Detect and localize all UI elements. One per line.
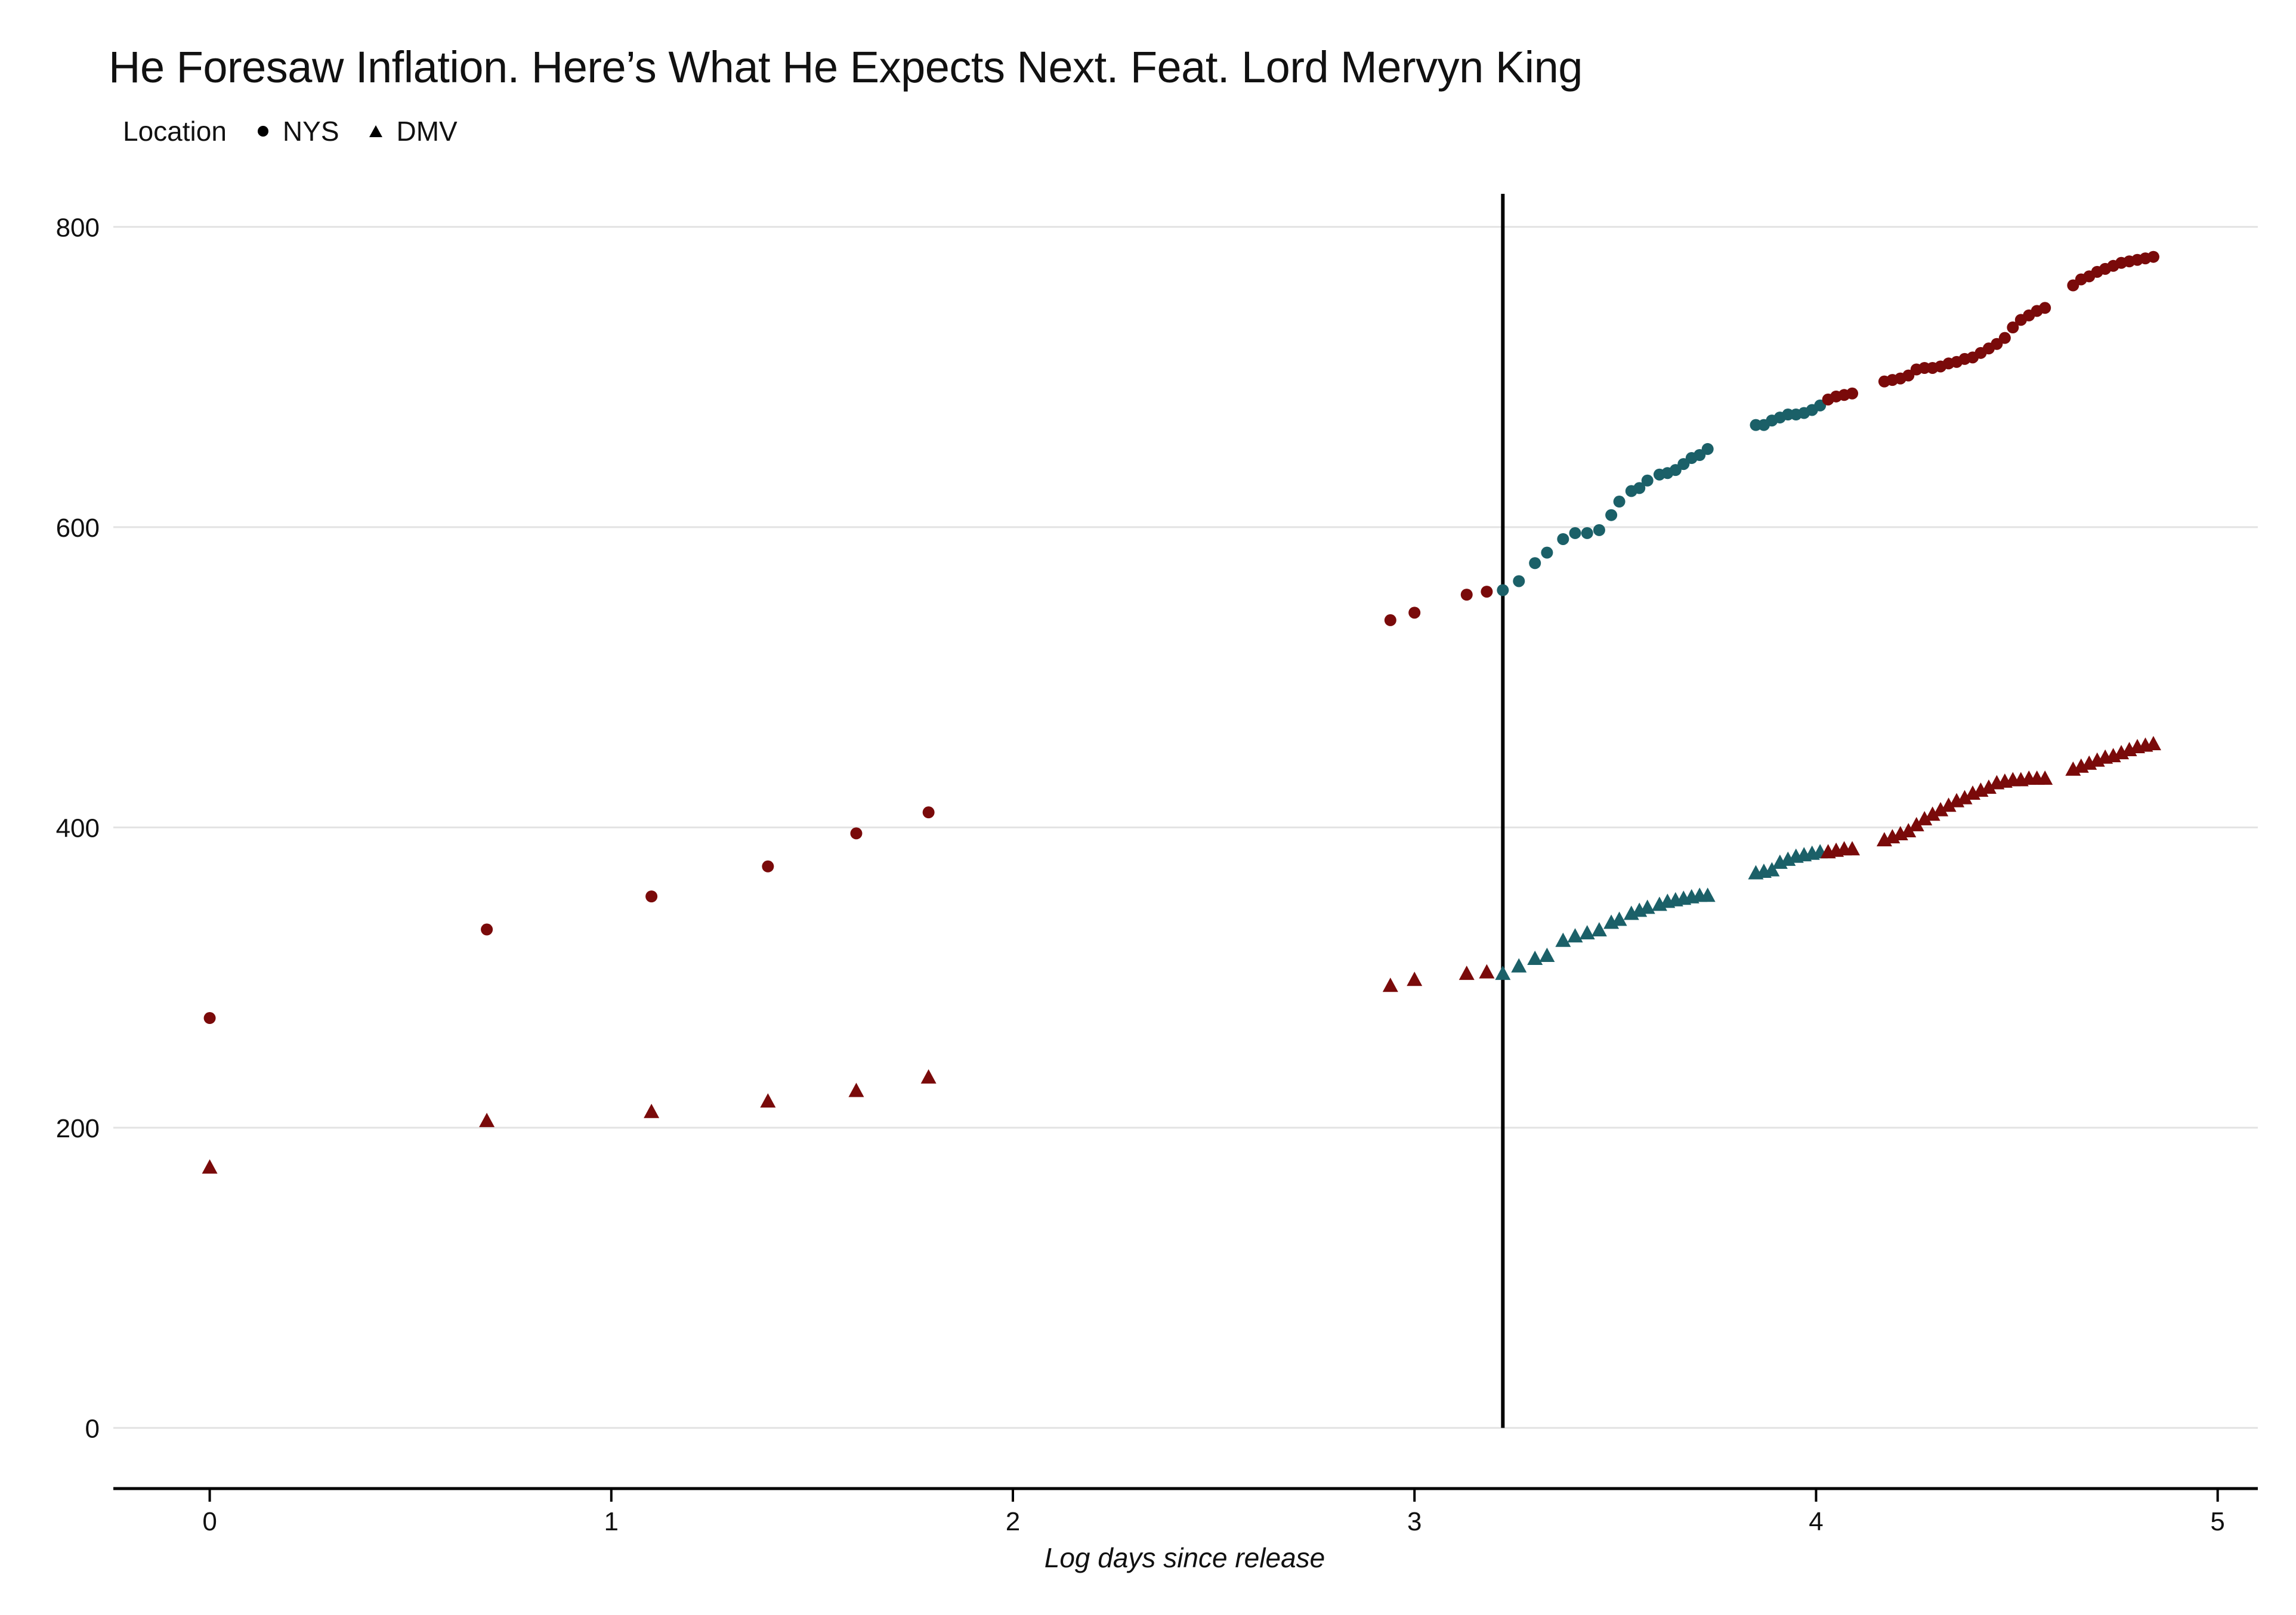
point-nys-0-273	[203, 1012, 216, 1025]
point-nys-1.1-354	[645, 890, 658, 903]
point-dmv-4.25-401	[1908, 816, 1924, 831]
point-dmv-4.29-408	[1924, 806, 1940, 821]
point-nys-3.43-596	[1581, 527, 1593, 539]
legend-item-dmv: DMV	[368, 115, 458, 147]
legend-label-nys: NYS	[282, 116, 339, 147]
point-nys-2.94-538	[1384, 614, 1396, 626]
point-nys-3.33-583	[1541, 546, 1553, 559]
point-dmv-4.57-432	[2037, 770, 2053, 785]
point-nys-3.4-596	[1569, 527, 1581, 539]
point-nys-3.73-652	[1701, 443, 1714, 455]
point-dmv-4.27-405	[1917, 810, 1933, 825]
y-tick-label-600: 600	[56, 513, 100, 543]
point-dmv-0-173	[202, 1159, 218, 1174]
point-nys-3.37-592	[1557, 533, 1569, 545]
y-tick-label-400: 400	[56, 813, 100, 843]
y-tick-label-0: 0	[85, 1414, 100, 1443]
point-dmv-3.33-314	[1539, 947, 1555, 962]
point-dmv-3.3-312	[1527, 950, 1543, 965]
x-axis: 0 1 2 3 4 5	[113, 1487, 2258, 1536]
y-tick-label-200: 200	[56, 1114, 100, 1143]
point-dmv-3.37-324	[1555, 932, 1571, 947]
point-nys-3.13-555	[1460, 589, 1473, 601]
point-nys-3-543	[1408, 607, 1421, 619]
point-nys-4.09-689	[1846, 387, 1859, 400]
point-nys-3.58-631	[1641, 474, 1654, 487]
legend: Location NYS DMV	[123, 113, 486, 149]
point-dmv-3.46-331	[1591, 922, 1607, 937]
point-nys-1.61-396	[850, 827, 863, 840]
point-nys-3.51-617	[1613, 496, 1626, 508]
point-dmv-3.51-338	[1611, 911, 1627, 926]
point-dmv-4.84-455	[2145, 735, 2161, 750]
chart-title: He Foresaw Inflation. Here’s What He Exp…	[109, 42, 1583, 92]
point-dmv-3.4-327	[1567, 928, 1583, 943]
legend-label-dmv: DMV	[396, 116, 458, 147]
point-dmv-1.39-217	[760, 1093, 776, 1108]
point-nys-3.46-598	[1593, 524, 1605, 536]
point-nys-3.18-557	[1481, 586, 1493, 598]
x-tick-label-3: 3	[1407, 1507, 1422, 1536]
x-tick-label-4: 4	[1809, 1507, 1823, 1536]
y-axis-ticks: 0 200 400 600 800	[56, 213, 100, 1443]
x-tick-label-5: 5	[2210, 1507, 2224, 1536]
point-dmv-1.61-224	[848, 1082, 864, 1097]
point-dmv-3.18-303	[1479, 964, 1495, 979]
point-dmv-3.73-354	[1699, 887, 1716, 902]
point-nys-1.39-374	[762, 860, 774, 873]
point-dmv-0.69-204	[479, 1112, 495, 1127]
data-points	[202, 250, 2161, 1174]
x-axis-label: Log days since release	[1045, 1542, 1325, 1573]
point-nys-3.22-558	[1497, 584, 1509, 596]
point-nys-4.57-746	[2039, 302, 2051, 314]
point-dmv-2.94-294	[1382, 977, 1398, 992]
point-nys-3.56-626	[1633, 482, 1646, 494]
point-dmv-3.26-307	[1511, 958, 1527, 973]
point-dmv-4.09-385	[1844, 841, 1861, 856]
point-dmv-4.31-411	[1933, 802, 1949, 816]
point-nys-4.47-726	[1998, 332, 2011, 344]
point-dmv-3.89-371	[1764, 862, 1780, 877]
point-nys-3.49-608	[1605, 509, 1618, 521]
point-dmv-3.13-302	[1458, 966, 1475, 980]
point-nys-0.69-332	[481, 923, 493, 936]
point-dmv-1.79-233	[920, 1069, 937, 1084]
legend-title: Location	[123, 116, 227, 147]
x-tick-label-1: 1	[604, 1507, 619, 1536]
legend-item-nys: NYS	[257, 115, 339, 147]
point-dmv-1.1-210	[644, 1103, 660, 1118]
point-nys-3.26-564	[1513, 575, 1525, 587]
x-tick-label-2: 2	[1006, 1507, 1020, 1536]
point-dmv-4.37-419	[1957, 790, 1973, 805]
y-tick-label-800: 800	[56, 213, 100, 242]
point-dmv-3-298	[1407, 972, 1423, 986]
point-dmv-3.58-346	[1639, 899, 1655, 914]
point-nys-1.79-410	[922, 806, 935, 819]
point-nys-4.84-780	[2147, 250, 2159, 263]
point-nys-3.3-576	[1529, 557, 1541, 570]
point-dmv-4.23-397	[1901, 822, 1917, 837]
point-dmv-4.33-414	[1940, 797, 1957, 812]
point-nys-4.49-733	[2007, 321, 2019, 334]
legend-circle-icon	[257, 126, 268, 137]
point-dmv-3.22-302	[1495, 966, 1511, 980]
legend-triangle-icon	[369, 125, 382, 137]
gridlines	[113, 225, 2258, 1429]
point-dmv-3.43-329	[1579, 925, 1595, 940]
x-tick-label-0: 0	[202, 1507, 217, 1536]
point-dmv-4.43-426	[1980, 779, 1997, 794]
